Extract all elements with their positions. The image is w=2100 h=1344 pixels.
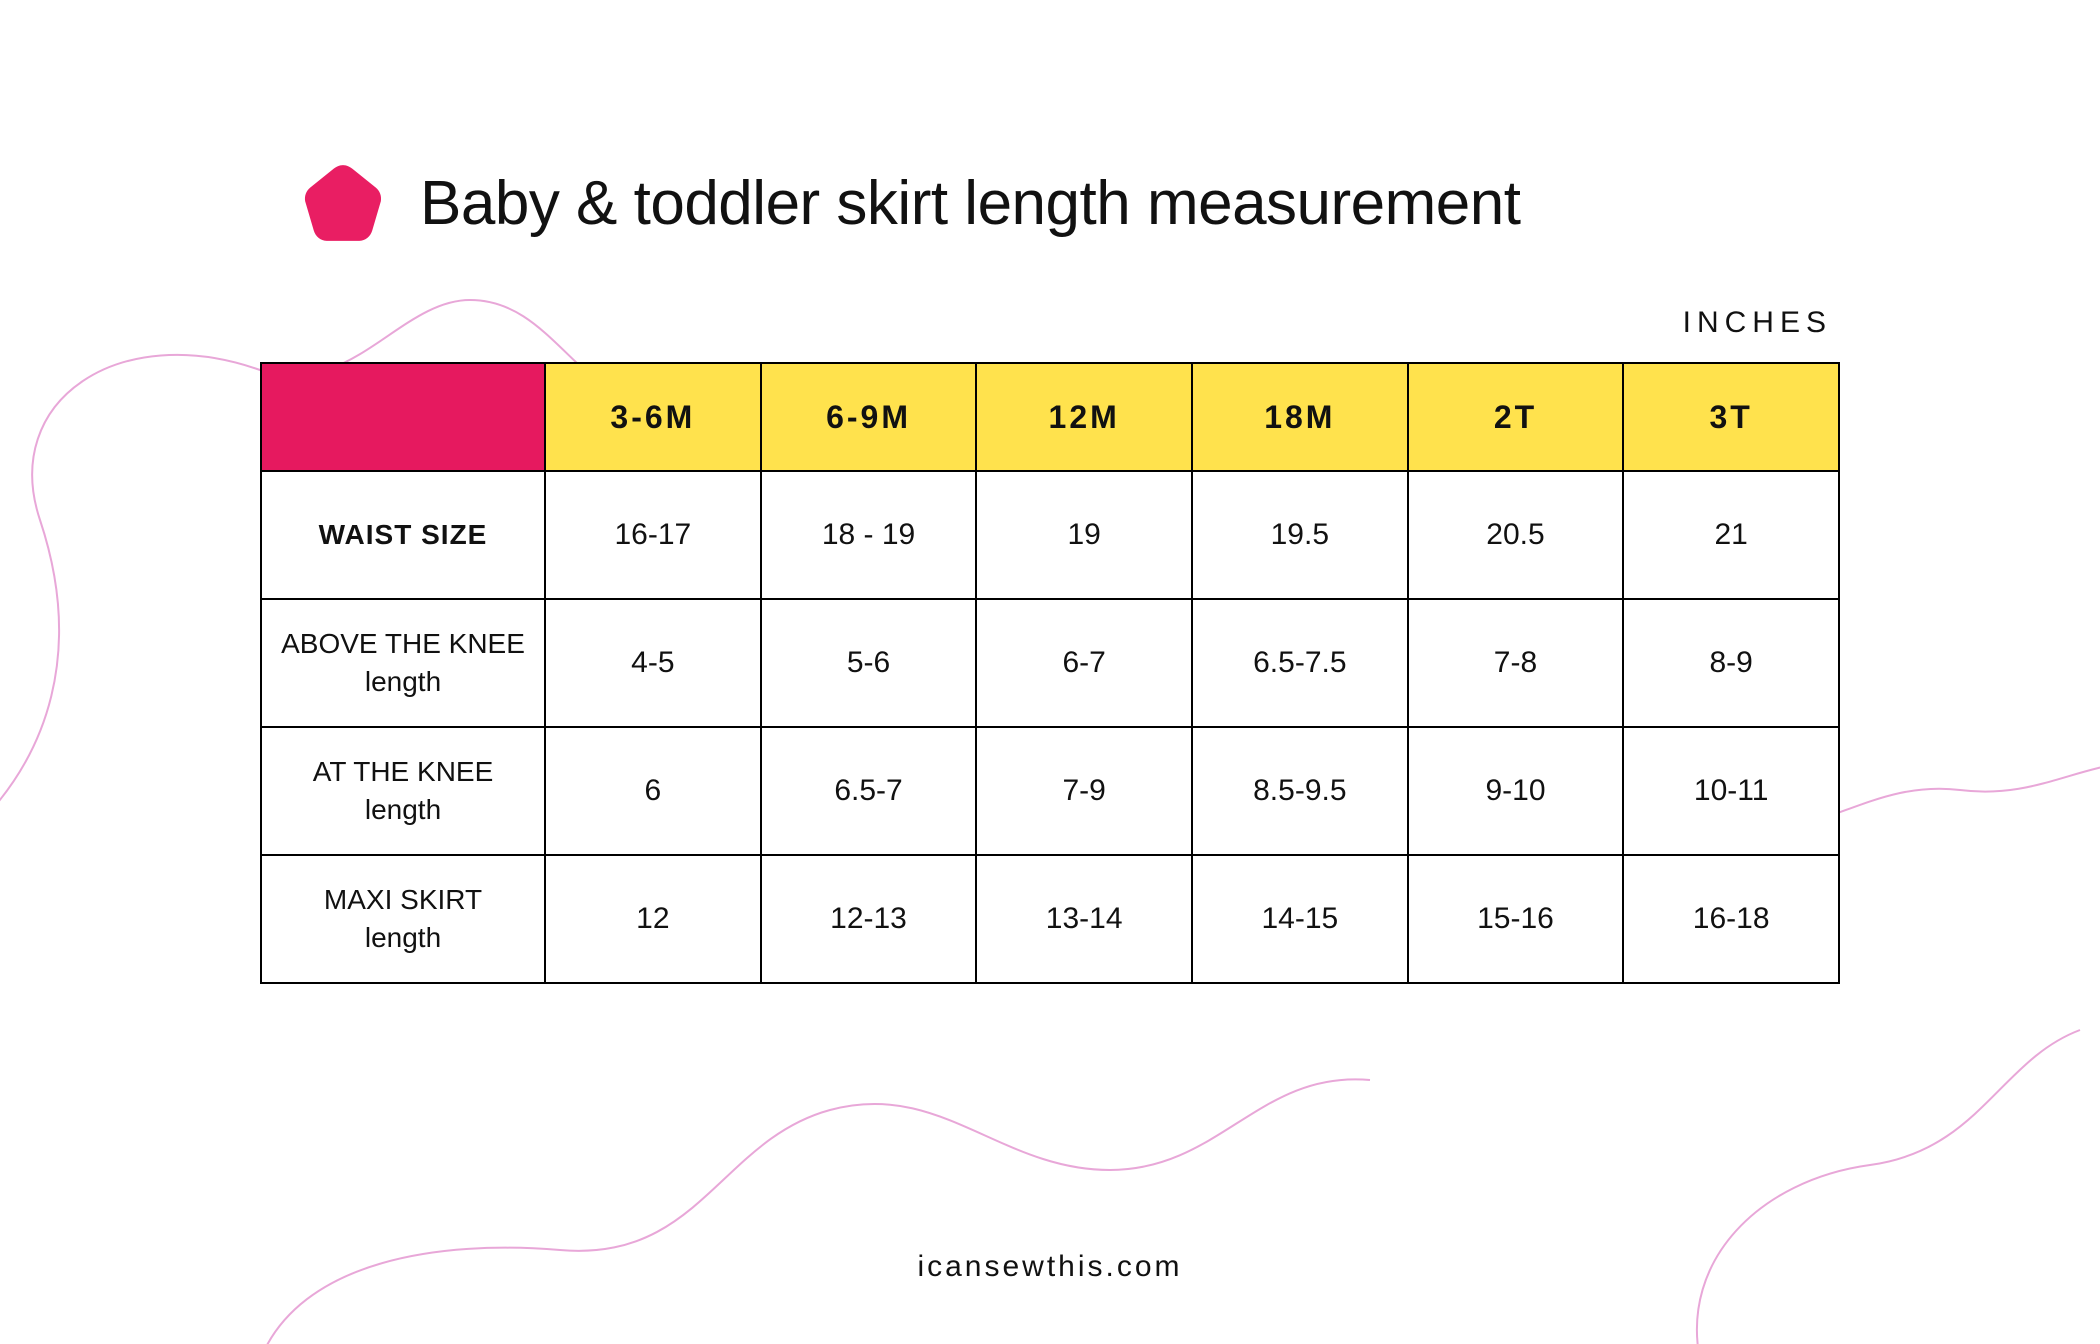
cell: 7-9: [976, 727, 1192, 855]
size-header: 12M: [976, 363, 1192, 471]
size-header: 3T: [1623, 363, 1839, 471]
cell: 10-11: [1623, 727, 1839, 855]
cell: 16-17: [545, 471, 761, 599]
size-header: 3-6M: [545, 363, 761, 471]
row-label-at-knee: AT THE KNEE length: [261, 727, 545, 855]
cell: 14-15: [1192, 855, 1408, 983]
cell: 4-5: [545, 599, 761, 727]
cell: 12: [545, 855, 761, 983]
cell: 12-13: [761, 855, 977, 983]
page-title: Baby & toddler skirt length measurement: [420, 168, 1521, 239]
unit-label: INCHES: [260, 306, 1840, 340]
row-label-above-knee: ABOVE THE KNEE length: [261, 599, 545, 727]
row-label-main: AT THE KNEE: [313, 756, 494, 787]
size-header: 18M: [1192, 363, 1408, 471]
cell: 19: [976, 471, 1192, 599]
row-label-main: ABOVE THE KNEE: [281, 628, 525, 659]
table-row: AT THE KNEE length 6 6.5-7 7-9 8.5-9.5 9…: [261, 727, 1839, 855]
row-label-main: WAIST SIZE: [319, 519, 488, 550]
cell: 21: [1623, 471, 1839, 599]
header-corner-cell: [261, 363, 545, 471]
cell: 9-10: [1408, 727, 1624, 855]
cell: 8.5-9.5: [1192, 727, 1408, 855]
footer-credit: icansewthis.com: [0, 1250, 2100, 1284]
pentagon-icon: [300, 160, 386, 246]
row-label-maxi: MAXI SKIRT length: [261, 855, 545, 983]
size-chart-table: 3-6M 6-9M 12M 18M 2T 3T WAIST SIZE 16-17…: [260, 362, 1840, 984]
cell: 5-6: [761, 599, 977, 727]
cell: 15-16: [1408, 855, 1624, 983]
cell: 20.5: [1408, 471, 1624, 599]
size-header: 2T: [1408, 363, 1624, 471]
row-label-main: MAXI SKIRT: [324, 884, 482, 915]
table-row: MAXI SKIRT length 12 12-13 13-14 14-15 1…: [261, 855, 1839, 983]
row-label-waist: WAIST SIZE: [261, 471, 545, 599]
cell: 19.5: [1192, 471, 1408, 599]
cell: 16-18: [1623, 855, 1839, 983]
cell: 6.5-7: [761, 727, 977, 855]
row-label-sub: length: [270, 919, 536, 957]
row-label-sub: length: [270, 663, 536, 701]
cell: 6: [545, 727, 761, 855]
table-row: ABOVE THE KNEE length 4-5 5-6 6-7 6.5-7.…: [261, 599, 1839, 727]
cell: 6.5-7.5: [1192, 599, 1408, 727]
title-row: Baby & toddler skirt length measurement: [260, 160, 1840, 246]
table-header-row: 3-6M 6-9M 12M 18M 2T 3T: [261, 363, 1839, 471]
row-label-sub: length: [270, 791, 536, 829]
size-header: 6-9M: [761, 363, 977, 471]
table-row: WAIST SIZE 16-17 18 - 19 19 19.5 20.5 21: [261, 471, 1839, 599]
cell: 18 - 19: [761, 471, 977, 599]
cell: 8-9: [1623, 599, 1839, 727]
cell: 6-7: [976, 599, 1192, 727]
cell: 7-8: [1408, 599, 1624, 727]
cell: 13-14: [976, 855, 1192, 983]
